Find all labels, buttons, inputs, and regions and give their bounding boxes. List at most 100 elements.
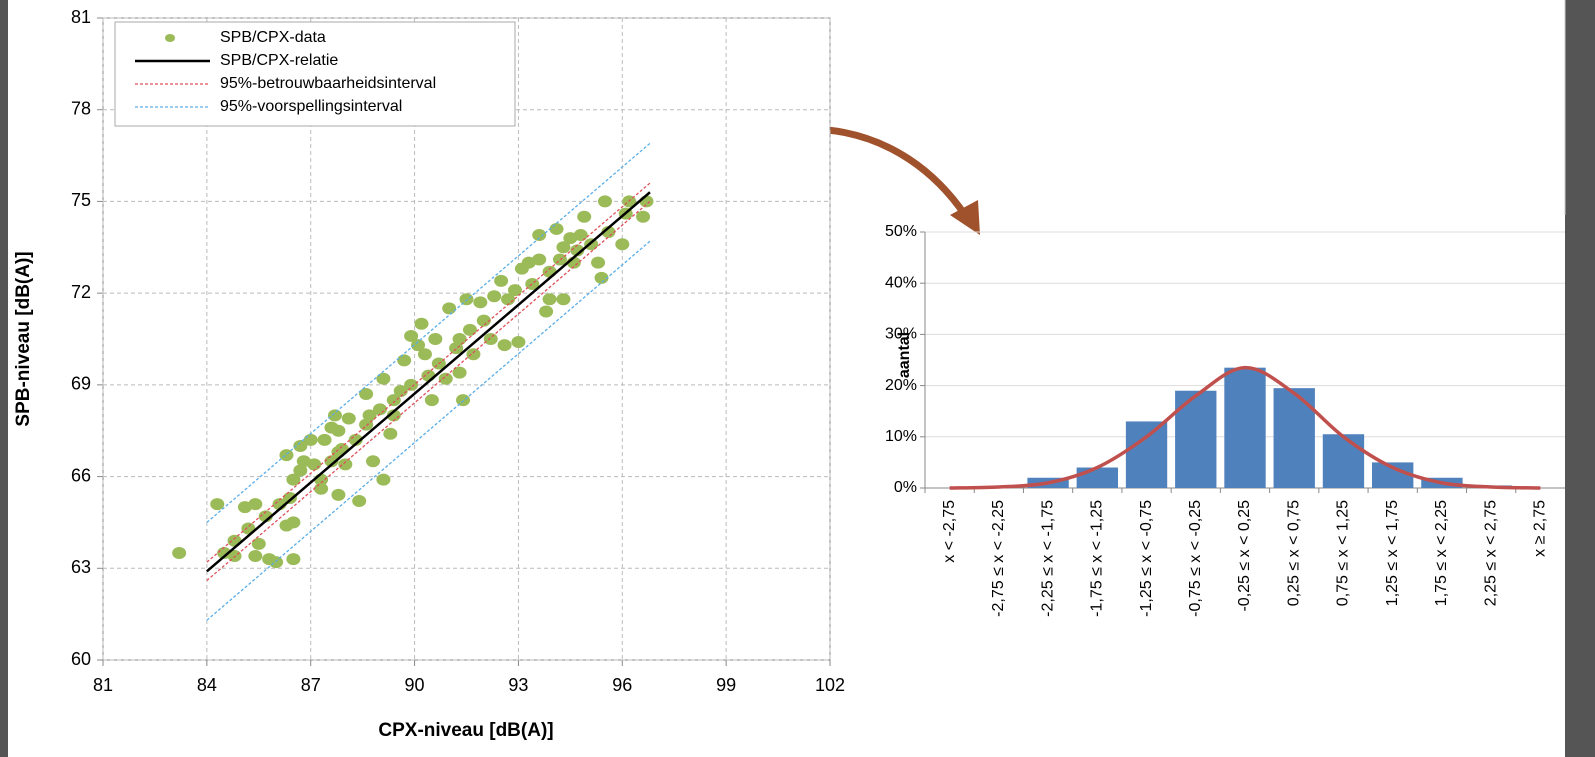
- data-point: [269, 556, 283, 568]
- data-point: [539, 305, 553, 317]
- x-tick-label: -1,25 ≤ x < -0,75: [1138, 500, 1155, 617]
- data-point: [466, 348, 480, 360]
- data-point: [456, 394, 470, 406]
- data-point: [439, 373, 453, 385]
- data-point: [598, 195, 612, 207]
- x-tick-label: -2,25 ≤ x < -1,75: [1039, 500, 1056, 617]
- data-point: [460, 293, 474, 305]
- data-point: [494, 275, 508, 287]
- data-point: [463, 324, 477, 336]
- data-point: [324, 422, 338, 434]
- data-point: [418, 348, 432, 360]
- x-tick-label: 2,25 ≤ x < 2,75: [1482, 500, 1499, 606]
- data-point: [442, 302, 456, 314]
- data-point: [366, 455, 380, 467]
- data-point: [636, 211, 650, 223]
- data-point: [248, 550, 262, 562]
- data-point: [473, 296, 487, 308]
- y-tick-label: 10%: [885, 428, 917, 445]
- y-tick-label: 81: [71, 7, 91, 27]
- y-tick-label: 20%: [885, 377, 917, 394]
- x-tick-label: 0,25 ≤ x < 0,75: [1285, 500, 1302, 606]
- y-tick-label: 63: [71, 557, 91, 577]
- data-point: [574, 229, 588, 241]
- data-point: [550, 223, 564, 235]
- x-tick-label: -0,25 ≤ x < 0,25: [1236, 500, 1253, 612]
- x-tick-label: 96: [612, 675, 632, 695]
- data-point: [511, 336, 525, 348]
- page: {"chart_data": [ {"type": "scatter", "xl…: [0, 0, 1595, 757]
- legend-label: SPB/CPX-data: [220, 29, 326, 46]
- data-point: [543, 293, 557, 305]
- data-point: [172, 547, 186, 559]
- data-point: [404, 379, 418, 391]
- data-point: [373, 403, 387, 415]
- data-point: [331, 446, 345, 458]
- data-point: [577, 211, 591, 223]
- x-tick-label: x < -2,75: [941, 500, 958, 563]
- data-point: [248, 498, 262, 510]
- x-tick-label: 87: [301, 675, 321, 695]
- x-tick-label: 84: [197, 675, 217, 695]
- data-point: [591, 257, 605, 269]
- data-point: [314, 483, 328, 495]
- y-tick-label: 75: [71, 190, 91, 210]
- data-point: [484, 333, 498, 345]
- x-tick-label: 81: [93, 675, 113, 695]
- data-point: [376, 373, 390, 385]
- bar: [1077, 468, 1118, 488]
- legend-label: SPB/CPX-relatie: [220, 52, 338, 69]
- y-tick-label: 60: [71, 649, 91, 669]
- x-axis-label: CPX-niveau [dB(A)]: [378, 720, 553, 741]
- legend-marker: [165, 34, 175, 42]
- y-tick-label: 50%: [885, 223, 917, 240]
- x-tick-label: 102: [815, 675, 845, 695]
- data-point: [307, 458, 321, 470]
- data-point: [615, 238, 629, 250]
- x-tick-label: 0,75 ≤ x < 1,25: [1335, 500, 1352, 606]
- y-tick-label: 40%: [885, 274, 917, 291]
- data-point: [359, 388, 373, 400]
- y-tick-label: 69: [71, 374, 91, 394]
- data-point: [383, 428, 397, 440]
- data-point: [640, 195, 654, 207]
- x-tick-label: x ≥ 2,75: [1532, 500, 1549, 557]
- data-point: [453, 333, 467, 345]
- x-tick-label: -0,75 ≤ x < -0,25: [1187, 500, 1204, 617]
- chart: 606366697275788181848790939699102SPB/CPX…: [0, 0, 1595, 757]
- data-point: [428, 333, 442, 345]
- data-point: [532, 229, 546, 241]
- data-point: [421, 370, 435, 382]
- bar: [1224, 368, 1265, 488]
- data-point: [331, 489, 345, 501]
- data-point: [556, 293, 570, 305]
- data-point: [328, 409, 342, 421]
- x-tick-label: 1,25 ≤ x < 1,75: [1384, 500, 1401, 606]
- legend-label: 95%-voorspellingsinterval: [220, 98, 402, 115]
- data-point: [338, 458, 352, 470]
- y-tick-label: 0%: [894, 479, 917, 496]
- data-point: [210, 498, 224, 510]
- y-tick-label: 78: [71, 98, 91, 118]
- data-point: [286, 553, 300, 565]
- data-point: [487, 290, 501, 302]
- x-tick-label: 99: [716, 675, 736, 695]
- data-point: [283, 492, 297, 504]
- data-point: [414, 318, 428, 330]
- data-point: [318, 434, 332, 446]
- y-tick-label: 66: [71, 465, 91, 485]
- data-point: [532, 254, 546, 266]
- data-point: [543, 266, 557, 278]
- data-point: [425, 394, 439, 406]
- x-tick-label: -2,75 ≤ x < -2,25: [990, 500, 1007, 617]
- data-point: [286, 516, 300, 528]
- y-axis-label: aantal: [896, 332, 913, 378]
- data-point: [376, 474, 390, 486]
- x-tick-label: 1,75 ≤ x < 2,25: [1433, 500, 1450, 606]
- x-tick-label: -1,75 ≤ x < -1,25: [1089, 500, 1106, 617]
- data-point: [397, 354, 411, 366]
- y-axis-label: SPB-niveau [dB(A)]: [13, 251, 34, 426]
- bar: [1126, 421, 1167, 488]
- y-tick-label: 72: [71, 282, 91, 302]
- x-tick-label: 90: [405, 675, 425, 695]
